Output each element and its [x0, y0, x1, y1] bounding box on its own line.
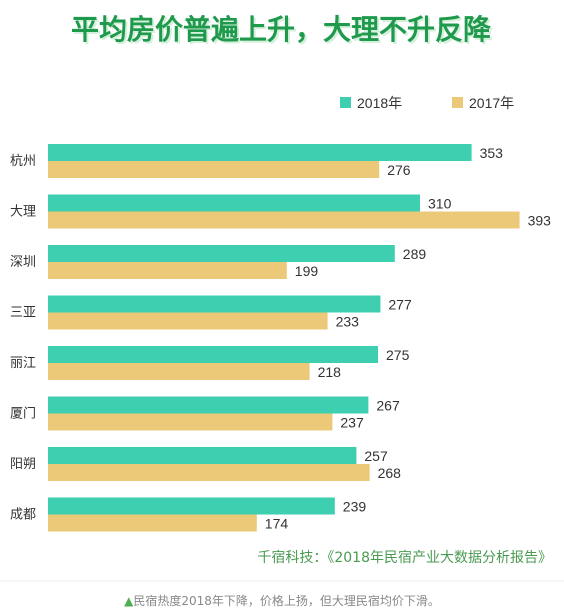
category-label-丽江: 丽江 — [10, 356, 36, 371]
bar-杭州-2017年 — [48, 161, 380, 178]
value-label-丽江-2018年: 275 — [386, 347, 410, 363]
value-label-成都-2018年: 239 — [343, 499, 367, 515]
bar-杭州-2018年 — [48, 144, 472, 161]
value-label-杭州-2017年: 276 — [387, 162, 411, 178]
legend-label-2018年: 2018年 — [357, 95, 402, 111]
category-label-成都: 成都 — [10, 508, 36, 523]
bar-阳朔-2017年 — [48, 464, 370, 481]
bar-大理-2018年 — [48, 194, 420, 212]
value-label-三亚-2018年: 277 — [388, 297, 412, 313]
value-label-厦门-2017年: 237 — [340, 415, 364, 431]
value-label-深圳-2017年: 199 — [295, 263, 319, 279]
value-label-三亚-2017年: 233 — [336, 314, 360, 330]
category-label-厦门: 厦门 — [10, 407, 36, 422]
legend: 2018年 2017年 — [340, 95, 514, 111]
bar-厦门-2017年 — [48, 413, 333, 431]
bar-厦门-2018年 — [48, 396, 369, 414]
category-label-阳朔: 阳朔 — [10, 457, 36, 472]
value-label-深圳-2018年: 289 — [403, 246, 427, 262]
category-label-杭州: 杭州 — [10, 154, 36, 169]
category-label-三亚: 三亚 — [10, 306, 36, 321]
bar-三亚-2018年 — [48, 295, 381, 313]
value-label-厦门-2018年: 267 — [376, 398, 400, 414]
category-label-大理: 大理 — [10, 205, 36, 220]
legend-swatch-2018年 — [340, 97, 351, 108]
bar-成都-2018年 — [48, 497, 335, 515]
chart-title-shadow: 平均房价普遍上升，大理不升反降 — [73, 15, 494, 48]
legend-swatch-2017年 — [452, 97, 463, 108]
image-caption: ▲民宿热度2018年下降，价格上扬，但大理民宿均价下滑。 — [124, 593, 440, 608]
chart-title: 平均房价普遍上升，大理不升反降 平均房价普遍上升，大理不升反降 — [71, 13, 494, 48]
bar-阳朔-2018年 — [48, 447, 357, 464]
bar-丽江-2017年 — [48, 363, 310, 380]
chart-title-text: 平均房价普遍上升，大理不升反降 — [71, 13, 492, 46]
legend-label-2017年: 2017年 — [469, 95, 514, 111]
category-label-深圳: 深圳 — [10, 255, 36, 270]
source-note: 千宿科技：《2018年民宿产业大数据分析报告》 — [257, 549, 552, 566]
bar-深圳-2018年 — [48, 245, 395, 262]
caption-line: ▲民宿热度2018年下降，价格上扬，但大理民宿均价下滑。 — [124, 593, 440, 608]
value-label-杭州-2018年: 353 — [480, 145, 504, 161]
value-label-大理-2018年: 310 — [428, 196, 452, 212]
bar-深圳-2017年 — [48, 262, 287, 279]
bar-大理-2017年 — [48, 211, 520, 229]
value-label-大理-2017年: 393 — [528, 213, 552, 229]
bar-三亚-2017年 — [48, 312, 328, 330]
value-label-丽江-2017年: 218 — [318, 364, 342, 380]
caption-body: 民宿热度2018年下降，价格上扬，但大理民宿均价下滑。 — [133, 593, 440, 608]
value-label-阳朔-2017年: 268 — [378, 465, 402, 481]
caption-marker-icon: ▲ — [124, 594, 134, 608]
bar-成都-2017年 — [48, 514, 257, 532]
value-label-成都-2017年: 174 — [265, 516, 289, 532]
bar-丽江-2018年 — [48, 346, 378, 363]
bars-group: 杭州 353 276 大理 310 393 深圳 289 199 三亚 277 233 丽江 275 218… — [10, 144, 551, 532]
value-label-阳朔-2018年: 257 — [364, 448, 388, 464]
